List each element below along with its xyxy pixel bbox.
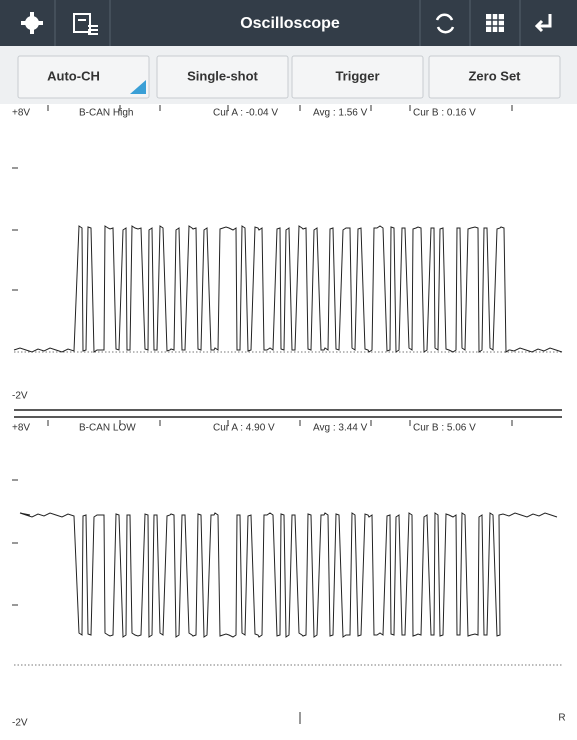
waveform [19,512,558,638]
waveform [13,225,563,353]
cursor-b: Cur B : 0.16 V [413,108,476,119]
settings-icon[interactable] [21,12,43,34]
average: Avg : 3.44 V [313,423,368,434]
cursor-a: Cur A : -0.04 V [213,108,278,119]
corner-label: R [558,713,565,724]
dropdown-indicator [130,80,146,94]
button-label: Single-shot [187,68,258,83]
title: Oscilloscope [240,15,340,32]
average: Avg : 1.56 V [313,108,368,119]
header-bar [0,0,577,46]
grid-icon[interactable] [486,14,504,32]
button-label: Auto-CH [47,68,100,83]
button[interactable] [17,55,150,99]
refresh-icon[interactable] [435,13,455,34]
button-label: Zero Set [468,68,521,83]
range-top: +8V [12,423,30,434]
channel-name: B-CAN High [79,108,133,119]
cursor-b: Cur B : 5.06 V [413,423,476,434]
button-label: Trigger [335,68,379,83]
range-bottom: -2V [12,391,28,402]
channel-name: B-CAN LOW [79,423,136,434]
range-top: +8V [12,108,30,119]
cursor-a: Cur A : 4.90 V [213,423,275,434]
save-icon[interactable] [73,13,98,35]
button[interactable] [428,55,561,99]
back-icon[interactable] [534,14,552,33]
range-bottom: -2V [12,718,28,729]
button[interactable] [291,55,424,99]
button[interactable] [156,55,289,99]
